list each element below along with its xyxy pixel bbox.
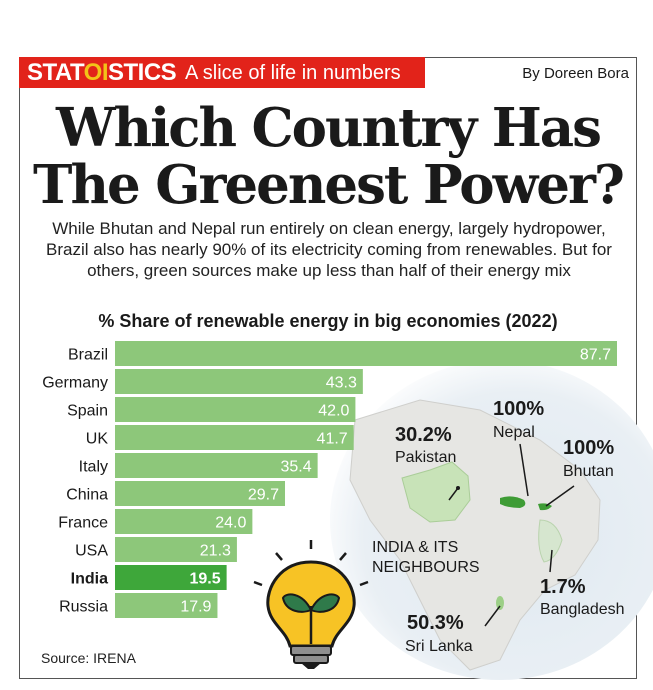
category-label-brazil: Brazil	[68, 347, 108, 364]
nepal-shape	[500, 496, 526, 508]
sri-lanka-callout-name: Sri Lanka	[405, 638, 473, 655]
value-label-italy: 35.4	[280, 459, 311, 476]
pakistan-leader-dot	[456, 486, 460, 490]
category-label-russia: Russia	[59, 599, 108, 616]
bulb-tip	[301, 663, 321, 669]
value-label-spain: 42.0	[318, 403, 349, 420]
nepal-leader-line	[519, 443, 529, 497]
lightbulb-with-leaves-icon	[253, 540, 369, 669]
bar-germany	[115, 369, 363, 394]
bar-usa	[115, 537, 237, 562]
bangladesh-callout-name: Bangladesh	[540, 601, 625, 618]
category-label-france: France	[58, 515, 108, 532]
bangladesh-shape	[538, 519, 563, 563]
category-label-spain: Spain	[67, 403, 108, 420]
bars-layer: Brazil 87.7 Germany 43.3 Spain 42.0 UK 41.7 Ital…	[42, 341, 617, 618]
standfirst: While Bhutan and Nepal run entirely on c…	[46, 219, 612, 280]
bulb-base-ring	[290, 645, 332, 656]
bangladesh-callout-value: 1.7%	[540, 576, 586, 598]
bar-china	[115, 481, 286, 506]
map-layer: INDIA & ITS NEIGHBOURS 30.2% Pakistan 100% Ne…	[330, 360, 653, 680]
value-label-russia: 17.9	[180, 599, 211, 616]
bar-italy	[115, 453, 318, 478]
bar-france	[115, 509, 253, 534]
brand-logo-part: STAT	[27, 59, 84, 86]
bar-brazil	[115, 341, 617, 366]
brand-tagline: A slice of life in numbers	[185, 62, 401, 84]
value-label-usa: 21.3	[200, 543, 231, 560]
value-label-brazil: 87.7	[580, 347, 611, 364]
sri-lanka-shape	[496, 596, 504, 610]
bar-spain	[115, 397, 356, 422]
chart-title: % Share of renewable energy in big econo…	[98, 311, 558, 331]
category-label-usa: USA	[75, 543, 108, 560]
sri-lanka-leader-line	[484, 605, 501, 627]
light-ray	[339, 552, 347, 561]
value-label-india: 19.5	[189, 571, 220, 588]
bar-india	[115, 565, 227, 590]
light-ray	[253, 580, 263, 587]
light-ray	[359, 580, 369, 587]
map-title-line-1: INDIA & ITS	[372, 539, 458, 556]
nepal-callout-value: 100%	[493, 398, 544, 420]
bhutan-leader-line	[545, 485, 575, 507]
brand-banner: STATOISTICS A slice of life in numbers	[19, 57, 425, 88]
nepal-callout-name: Nepal	[493, 424, 535, 441]
sri-lanka-callout-value: 50.3%	[407, 612, 464, 634]
pakistan-callout-name: Pakistan	[395, 449, 456, 466]
value-label-china: 29.7	[248, 487, 279, 504]
pakistan-callout-value: 30.2%	[395, 424, 452, 446]
category-label-germany: Germany	[42, 375, 108, 392]
headline-line-1: Which Country Has	[56, 97, 602, 159]
value-label-france: 24.0	[215, 515, 246, 532]
bhutan-callout-value: 100%	[563, 437, 614, 459]
map-region	[349, 399, 601, 671]
right-leaf	[309, 593, 341, 613]
value-label-uk: 41.7	[317, 431, 348, 448]
category-label-india: India	[71, 571, 108, 588]
pakistan-leader-line	[448, 487, 459, 501]
light-ray	[275, 552, 283, 561]
bar-russia	[115, 593, 218, 618]
left-leaf	[281, 593, 313, 613]
map-title-line-2: NEIGHBOURS	[372, 559, 480, 576]
category-label-italy: Italy	[79, 459, 108, 476]
bar-uk	[115, 425, 354, 450]
headline-line-2: The Greenest Power?	[33, 154, 625, 216]
brand-logo-part: STICS	[108, 59, 177, 86]
pakistan-shape	[401, 461, 471, 523]
brand-logo: STATOISTICS	[27, 59, 177, 86]
byline: By Doreen Bora	[522, 65, 629, 82]
bhutan-callout-name: Bhutan	[563, 463, 614, 480]
bangladesh-leader-line	[549, 549, 553, 573]
header-bar: STATOISTICS A slice of life in numbers B…	[19, 57, 637, 88]
value-label-germany: 43.3	[326, 375, 357, 392]
category-label-china: China	[66, 487, 108, 504]
bulb-base-ring	[293, 654, 329, 664]
category-label-uk: UK	[86, 431, 109, 448]
source-note: Source: IRENA	[41, 650, 136, 666]
brand-logo-highlight: OI	[83, 59, 109, 86]
